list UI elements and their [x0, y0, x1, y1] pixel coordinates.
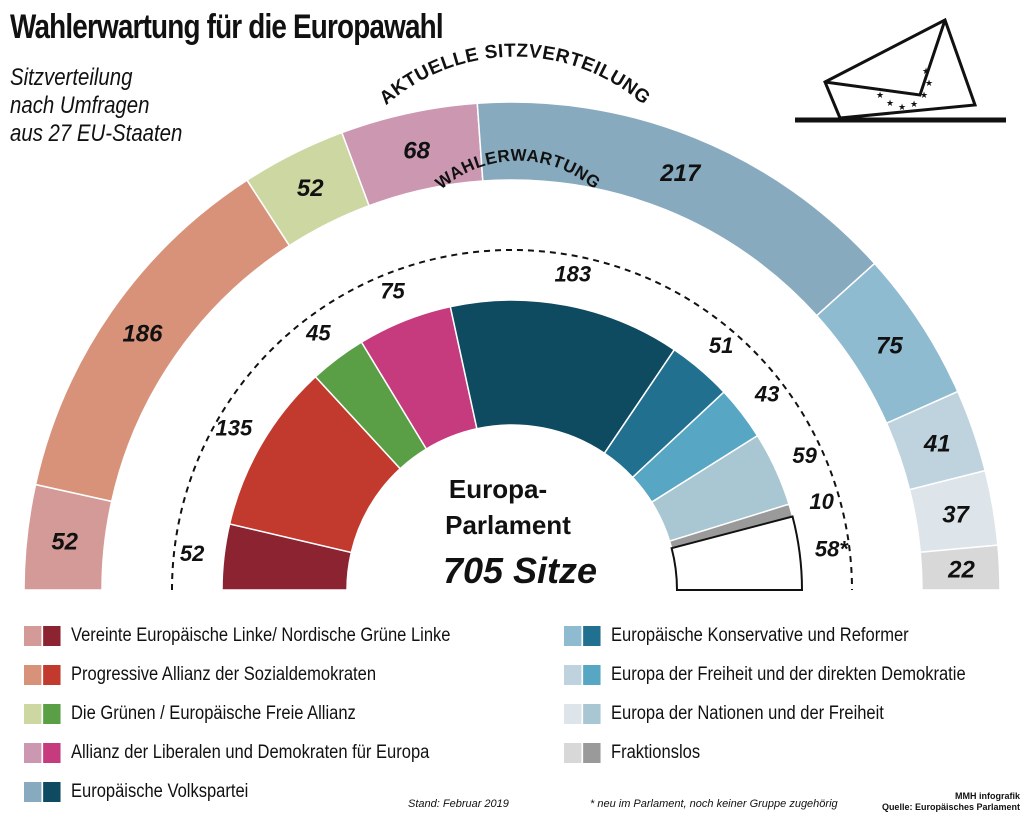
legend-swatch-expected [583, 665, 601, 685]
legend-swatch-expected [43, 626, 61, 646]
center-line-1: Europa- [449, 474, 547, 504]
inner-value-label-0: 52 [180, 541, 205, 566]
svg-text:★: ★ [922, 67, 930, 77]
inner-ring [221, 299, 804, 591]
legend-swatch-expected [583, 743, 601, 763]
legend-item: Allianz der Liberalen und Demokraten für… [24, 741, 429, 765]
outer-value-label-2: 52 [297, 175, 324, 202]
legend-label: Europäische Konservative und Reformer [610, 625, 909, 646]
outer-value-label-1: 186 [122, 321, 163, 348]
legend-swatch-expected [583, 626, 601, 646]
legend-item: Europa der Freiheit und der direkten Dem… [564, 663, 966, 687]
outer-sector-8 [919, 544, 1001, 591]
legend-swatch-current [24, 704, 42, 724]
legend-label: Allianz der Liberalen und Demokraten für… [70, 742, 430, 763]
legend-swatch-expected [583, 704, 601, 724]
subtitle: Sitzverteilung nach Umfragen aus 27 EU-S… [10, 64, 182, 148]
outer-value-label-3: 68 [403, 138, 430, 165]
inner-value-label-1: 135 [215, 415, 252, 440]
ballot-box-icon: ★★ ★ ★★★ ★ [795, 17, 1006, 123]
legend-swatch-expected [43, 782, 61, 802]
legend-label: Europa der Nationen und der Freiheit [610, 703, 884, 724]
legend-label: Europa der Freiheit und der direkten Dem… [610, 664, 966, 685]
legend-swatch-current [24, 782, 42, 802]
inner-sector-9 [670, 515, 804, 591]
legend-item: Die Grünen / Europäische Freie Allianz [24, 702, 356, 726]
svg-text:★: ★ [925, 79, 933, 89]
legend-swatch-current [564, 626, 582, 646]
legend-item: Fraktionslos [564, 741, 700, 765]
legend-label: Europäische Volkspartei [70, 781, 249, 802]
inner-value-label-8: 10 [809, 489, 834, 514]
legend-item: Europäische Konservative und Reformer [564, 624, 909, 648]
outer-sector-4 [476, 101, 876, 317]
inner-value-label-3: 75 [380, 279, 405, 304]
center-seats: 705 Sitze [443, 550, 597, 591]
inner-value-label-4: 183 [554, 261, 591, 286]
legend-swatch-expected [43, 704, 61, 724]
legend-item: Vereinte Europäische Linke/ Nordische Gr… [24, 624, 450, 648]
subtitle-line-2: nach Umfragen [10, 92, 150, 119]
legend-item: Europa der Nationen und der Freiheit [564, 702, 884, 726]
inner-value-label-2: 45 [305, 320, 331, 345]
legend-swatch-current [24, 743, 42, 763]
center-line-2: Parlament [445, 510, 571, 540]
legend-label: Die Grünen / Europäische Freie Allianz [70, 703, 356, 724]
outer-value-label-0: 52 [51, 528, 78, 555]
legend-swatch-current [24, 665, 42, 685]
outer-value-label-6: 41 [923, 430, 951, 457]
credit-line-2: Quelle: Europäisches Parlament [881, 802, 1020, 812]
inner-value-label-9: 58* [815, 537, 849, 562]
legend-swatch-expected [43, 743, 61, 763]
inner-value-label-6: 43 [754, 381, 779, 406]
expectation-dashed-arc [171, 249, 853, 591]
credit-line-1: MMH infografik [955, 791, 1020, 801]
legend-label: Vereinte Europäische Linke/ Nordische Gr… [70, 625, 451, 646]
legend-label: Fraktionslos [610, 742, 701, 763]
subtitle-line-1: Sitzverteilung [10, 64, 133, 91]
footer-note: * neu im Parlament, noch keiner Gruppe z… [590, 798, 838, 810]
page-title: Wahlerwartung für die Europawahl [10, 8, 444, 46]
legend-swatch-current [564, 743, 582, 763]
legend-swatch-expected [43, 665, 61, 685]
legend-label: Progressive Allianz der Sozialdemokraten [70, 664, 377, 685]
inner-value-label-5: 51 [709, 333, 733, 358]
inner-value-label-7: 59 [792, 443, 817, 468]
legend-swatch-current [24, 626, 42, 646]
svg-text:★: ★ [898, 103, 906, 113]
subtitle-line-3: aus 27 EU-Staaten [10, 120, 183, 147]
svg-text:★: ★ [886, 99, 894, 109]
footer-stand: Stand: Februar 2019 [408, 798, 509, 810]
legend-swatch-current [564, 704, 582, 724]
credit: MMH infografik Quelle: Europäisches Parl… [882, 791, 1020, 813]
outer-value-label-4: 217 [659, 160, 702, 187]
legend-item: Progressive Allianz der Sozialdemokraten [24, 663, 376, 687]
legend-swatch-current [564, 665, 582, 685]
outer-ring-label: AKTUELLE SITZVERTEILUNG [376, 41, 655, 110]
outer-value-labels: 52 186 52 68 217 75 41 37 22 [51, 138, 975, 584]
legend-item: Europäische Volkspartei [24, 780, 248, 804]
inner-value-labels: 52 135 45 75 183 51 43 59 10 58* [180, 261, 849, 565]
svg-text:★: ★ [876, 91, 884, 101]
svg-text:★: ★ [910, 100, 918, 110]
svg-text:★: ★ [920, 91, 928, 101]
outer-value-label-8: 22 [947, 557, 975, 584]
outer-value-label-5: 75 [876, 332, 903, 359]
outer-value-label-7: 37 [942, 501, 970, 528]
outer-ring [23, 101, 1001, 591]
